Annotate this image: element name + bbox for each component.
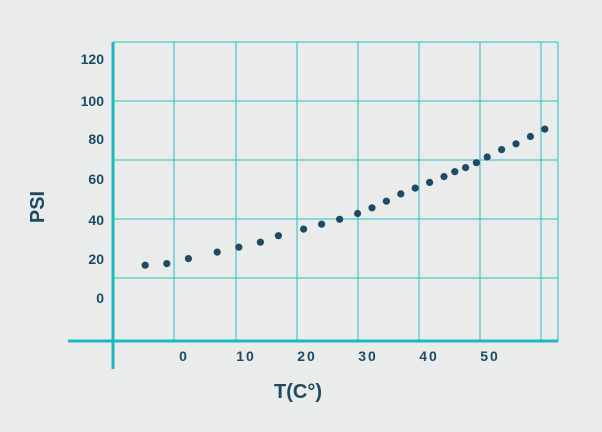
y-tick-label: 0 xyxy=(96,290,104,306)
x-tick-label: 40 xyxy=(419,348,439,364)
axes xyxy=(68,42,558,369)
data-point xyxy=(213,248,221,256)
y-tick-label: 60 xyxy=(88,171,104,187)
data-point xyxy=(411,184,419,192)
data-point xyxy=(368,204,376,212)
y-tick-label: 120 xyxy=(81,51,105,67)
data-point xyxy=(426,178,434,186)
data-point xyxy=(354,209,362,218)
data-point xyxy=(141,261,149,269)
y-axis-title: PSI xyxy=(27,191,49,223)
y-tick-label: 20 xyxy=(88,251,104,267)
data-point xyxy=(498,146,506,154)
data-point xyxy=(451,168,459,176)
x-tick-label: 50 xyxy=(480,348,500,364)
x-tick-label: 10 xyxy=(236,348,256,364)
data-point xyxy=(256,238,264,246)
data-point xyxy=(382,197,390,205)
data-point xyxy=(235,243,243,251)
data-point xyxy=(274,232,282,240)
data-point xyxy=(541,125,549,133)
data-point xyxy=(184,255,192,263)
grid-lines xyxy=(112,41,559,342)
data-point xyxy=(318,220,326,228)
data-points xyxy=(141,125,549,269)
data-point xyxy=(163,260,171,268)
data-point xyxy=(397,190,405,198)
data-point xyxy=(300,225,308,233)
data-point xyxy=(512,140,520,148)
data-point xyxy=(440,173,448,181)
x-tick-label: 20 xyxy=(297,348,317,364)
data-point xyxy=(483,153,491,161)
x-tick-label: 0 xyxy=(179,348,189,364)
y-tick-label: 100 xyxy=(81,93,105,109)
x-axis-title: T(C°) xyxy=(274,381,322,403)
data-point xyxy=(472,159,480,167)
tick-labels: 0 10 20 30 40 50 120 100 80 60 40 20 0 xyxy=(81,51,500,364)
y-tick-label: 40 xyxy=(88,212,104,228)
y-tick-label: 80 xyxy=(88,131,104,147)
data-point xyxy=(336,215,344,223)
data-point xyxy=(526,132,535,141)
data-point xyxy=(462,164,470,172)
x-tick-label: 30 xyxy=(358,348,378,364)
